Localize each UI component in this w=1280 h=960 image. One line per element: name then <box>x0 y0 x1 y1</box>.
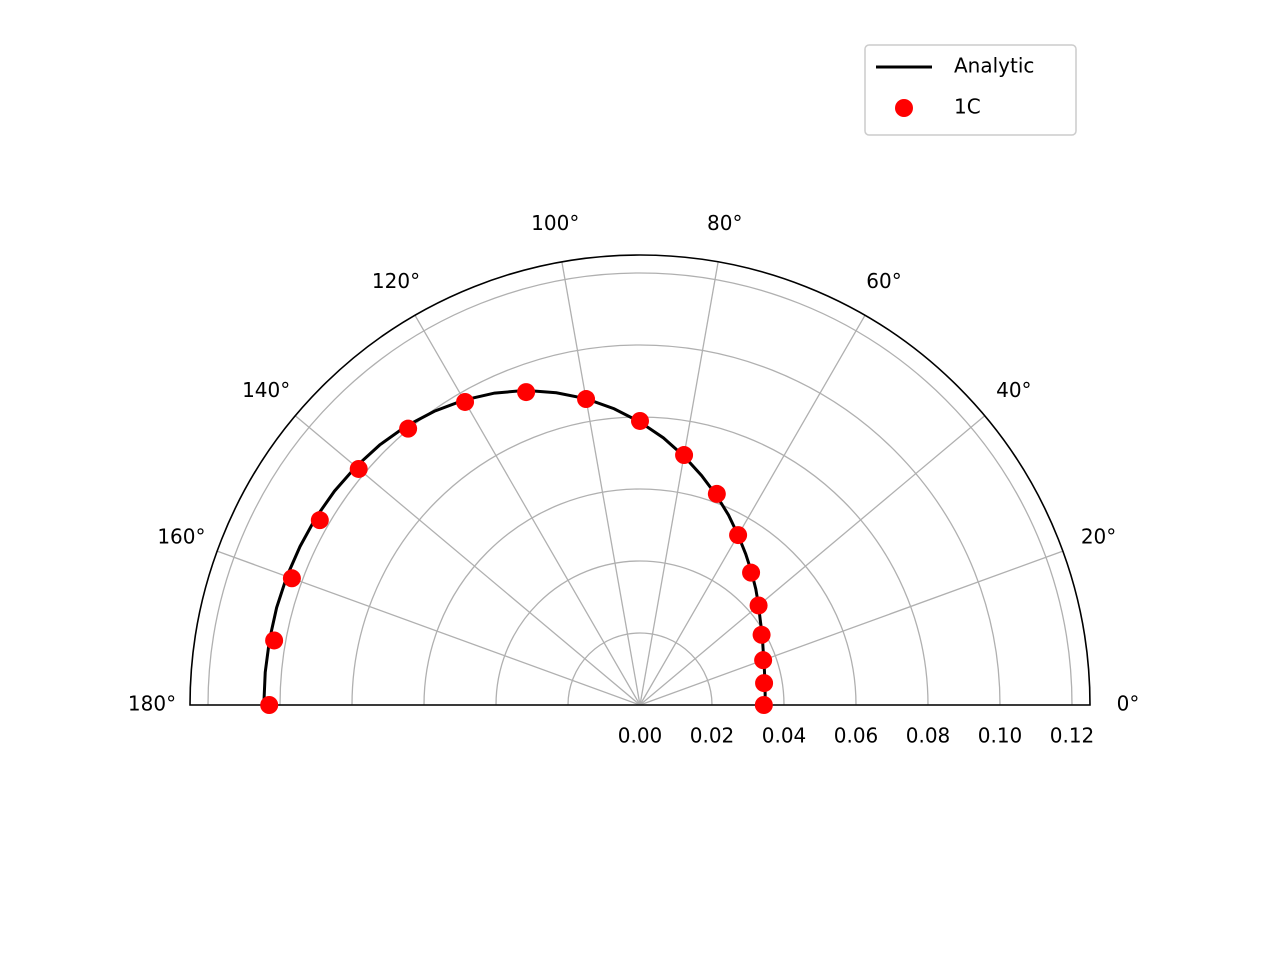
grid-circle <box>567 632 713 706</box>
legend-label: Analytic <box>954 54 1034 78</box>
r-tick-label: 0.02 <box>690 724 735 748</box>
legend-marker <box>895 99 913 117</box>
grid-spoke <box>639 550 1064 706</box>
theta-tick-label: 0° <box>1117 692 1140 716</box>
data-point <box>310 511 329 530</box>
theta-tick-label: 140° <box>242 378 290 402</box>
grid-spoke <box>294 415 641 706</box>
grid-spoke <box>561 261 641 706</box>
theta-tick-label: 20° <box>1081 525 1116 549</box>
grid-spoke <box>639 314 866 706</box>
data-point <box>749 596 768 615</box>
polar-frame <box>189 254 1091 706</box>
data-point <box>631 411 649 430</box>
data-point <box>399 419 418 438</box>
theta-tick-label: 60° <box>866 269 901 293</box>
legend: Analytic 1C <box>864 44 1077 136</box>
data-point <box>754 651 773 670</box>
data-point <box>517 383 536 402</box>
grid-circle <box>279 344 1001 706</box>
data-point <box>755 674 774 693</box>
data-point <box>282 569 301 588</box>
data-point <box>742 563 761 582</box>
data-point <box>707 484 726 503</box>
theta-tick-label: 120° <box>372 269 420 293</box>
data-point <box>265 631 284 650</box>
data-point <box>260 696 279 714</box>
grid-circle <box>207 272 1073 706</box>
r-tick-label: 0.12 <box>1050 724 1095 748</box>
theta-tick-label: 160° <box>157 525 205 549</box>
grid-spoke <box>414 314 641 706</box>
grid-circle <box>423 488 857 706</box>
analytic-line <box>262 388 767 706</box>
r-tick-label: 0.10 <box>978 724 1023 748</box>
data-point <box>577 390 596 409</box>
r-tick-label: 0.08 <box>906 724 951 748</box>
data-point <box>456 392 475 411</box>
theta-tick-label: 100° <box>531 211 579 235</box>
data-point <box>754 696 773 714</box>
data-point <box>675 446 694 465</box>
grid-spoke <box>639 415 986 706</box>
theta-tick-label: 80° <box>707 211 742 235</box>
r-tick-label: 0.00 <box>618 724 663 748</box>
grid-spoke <box>639 261 719 706</box>
legend-label: 1C <box>954 95 981 119</box>
data-point <box>752 625 771 644</box>
data-point <box>729 526 748 545</box>
data-point <box>349 459 368 478</box>
r-tick-label: 0.04 <box>762 724 807 748</box>
theta-tick-label: 180° <box>128 692 176 716</box>
theta-tick-label: 40° <box>996 378 1031 402</box>
r-tick-label: 0.06 <box>834 724 879 748</box>
